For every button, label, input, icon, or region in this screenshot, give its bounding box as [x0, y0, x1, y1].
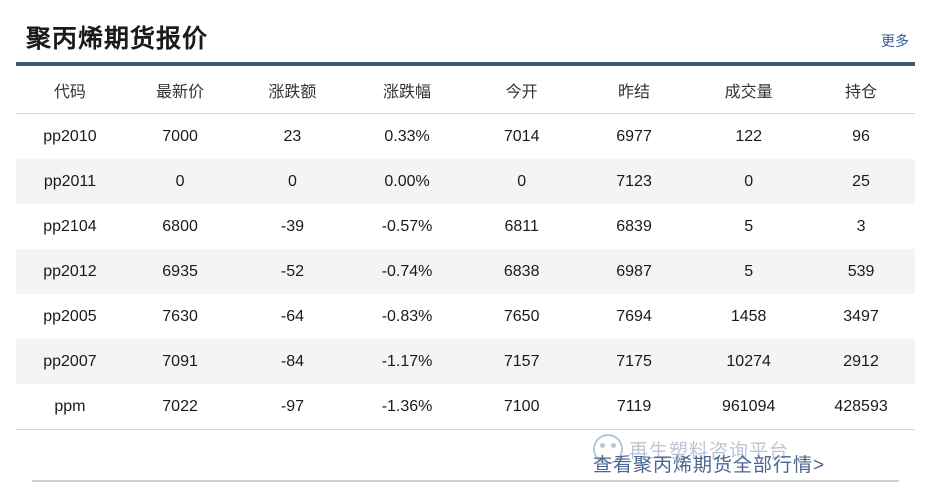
cell-pct: -1.36% — [348, 384, 466, 430]
table-header-row: 代码 最新价 涨跌额 涨跌幅 今开 昨结 成交量 持仓 — [16, 66, 915, 114]
table-row[interactable]: pp2007 7091 -84 -1.17% 7157 7175 10274 2912 — [16, 339, 915, 384]
column-header-open[interactable]: 今开 — [465, 66, 578, 114]
cell-code[interactable]: pp2104 — [16, 204, 124, 249]
cell-open-interest: 428593 — [807, 384, 915, 430]
cell-code[interactable]: pp2007 — [16, 339, 124, 384]
cell-last: 7022 — [123, 384, 237, 430]
column-header-pct[interactable]: 涨跌幅 — [348, 66, 466, 114]
cell-open: 6811 — [465, 204, 578, 249]
table-row[interactable]: pp2104 6800 -39 -0.57% 6811 6839 5 3 — [16, 204, 915, 249]
table-row[interactable]: pp2012 6935 -52 -0.74% 6838 6987 5 539 — [16, 249, 915, 294]
cell-open-interest: 3 — [807, 204, 915, 249]
cell-volume: 961094 — [690, 384, 808, 430]
widget-header: 聚丙烯期货报价 更多 — [0, 0, 931, 62]
cell-prev: 6839 — [577, 204, 691, 249]
table-row[interactable]: ppm 7022 -97 -1.36% 7100 7119 961094 428593 — [16, 384, 915, 430]
cell-open-interest: 25 — [807, 159, 915, 204]
cell-change: 23 — [236, 113, 349, 159]
cell-volume: 10274 — [690, 339, 808, 384]
header-divider — [16, 62, 915, 66]
cell-code[interactable]: pp2011 — [16, 159, 124, 204]
cell-change: 0 — [236, 159, 349, 204]
cell-change: -39 — [236, 204, 349, 249]
cell-open-interest: 539 — [807, 249, 915, 294]
cell-code[interactable]: pp2005 — [16, 294, 124, 339]
cell-last: 7000 — [123, 113, 237, 159]
column-header-code[interactable]: 代码 — [16, 66, 124, 114]
table-body: pp2010 7000 23 0.33% 7014 6977 122 96 pp2011 0 0 0.… — [16, 113, 915, 430]
column-header-oi[interactable]: 持仓 — [807, 66, 915, 114]
cell-volume: 5 — [690, 204, 808, 249]
cell-volume: 1458 — [690, 294, 808, 339]
cell-pct: -0.57% — [348, 204, 466, 249]
cell-open: 7650 — [465, 294, 578, 339]
column-header-prev[interactable]: 昨结 — [577, 66, 691, 114]
cell-pct: 0.33% — [348, 113, 466, 159]
cell-open: 7014 — [465, 113, 578, 159]
cell-prev: 6987 — [577, 249, 691, 294]
cell-open-interest: 2912 — [807, 339, 915, 384]
table-row[interactable]: pp2010 7000 23 0.33% 7014 6977 122 96 — [16, 113, 915, 159]
cell-code[interactable]: ppm — [16, 384, 124, 430]
widget-footer: 再生塑料咨询平台 查看聚丙烯期货全部行情> — [16, 430, 915, 492]
cell-prev: 7123 — [577, 159, 691, 204]
column-header-last[interactable]: 最新价 — [123, 66, 237, 114]
cell-last: 7630 — [123, 294, 237, 339]
cell-pct: -0.83% — [348, 294, 466, 339]
cell-prev: 7175 — [577, 339, 691, 384]
cell-prev: 7119 — [577, 384, 691, 430]
cell-open: 6838 — [465, 249, 578, 294]
cell-pct: -1.17% — [348, 339, 466, 384]
more-link[interactable]: 更多 — [881, 33, 909, 49]
cell-open-interest: 3497 — [807, 294, 915, 339]
cell-last: 7091 — [123, 339, 237, 384]
futures-quote-table: 代码 最新价 涨跌额 涨跌幅 今开 昨结 成交量 持仓 pp2010 7000 23… — [16, 66, 915, 430]
cell-volume: 5 — [690, 249, 808, 294]
footer-divider — [32, 480, 899, 482]
cell-change: -64 — [236, 294, 349, 339]
cell-open-interest: 96 — [807, 113, 915, 159]
cell-prev: 7694 — [577, 294, 691, 339]
column-header-change[interactable]: 涨跌额 — [236, 66, 349, 114]
cell-volume: 122 — [690, 113, 808, 159]
table-row[interactable]: pp2005 7630 -64 -0.83% 7650 7694 1458 3497 — [16, 294, 915, 339]
cell-prev: 6977 — [577, 113, 691, 159]
cell-open: 7100 — [465, 384, 578, 430]
cell-open: 0 — [465, 159, 578, 204]
cell-change: -97 — [236, 384, 349, 430]
cell-code[interactable]: pp2012 — [16, 249, 124, 294]
cell-last: 6935 — [123, 249, 237, 294]
cell-change: -52 — [236, 249, 349, 294]
cell-last: 0 — [123, 159, 237, 204]
table-header: 代码 最新价 涨跌额 涨跌幅 今开 昨结 成交量 持仓 — [16, 66, 915, 114]
page-title: 聚丙烯期货报价 — [26, 25, 209, 53]
quote-widget: 聚丙烯期货报价 更多 代码 最新价 涨跌额 涨跌幅 今开 昨结 成交量 持仓 p… — [0, 0, 931, 482]
cell-pct: 0.00% — [348, 159, 466, 204]
table-row[interactable]: pp2011 0 0 0.00% 0 7123 0 25 — [16, 159, 915, 204]
cell-pct: -0.74% — [348, 249, 466, 294]
column-header-volume[interactable]: 成交量 — [690, 66, 808, 114]
cell-volume: 0 — [690, 159, 808, 204]
cell-code[interactable]: pp2010 — [16, 113, 124, 159]
cell-change: -84 — [236, 339, 349, 384]
cell-last: 6800 — [123, 204, 237, 249]
view-all-quotes-link[interactable]: 查看聚丙烯期货全部行情> — [593, 455, 826, 476]
cell-open: 7157 — [465, 339, 578, 384]
